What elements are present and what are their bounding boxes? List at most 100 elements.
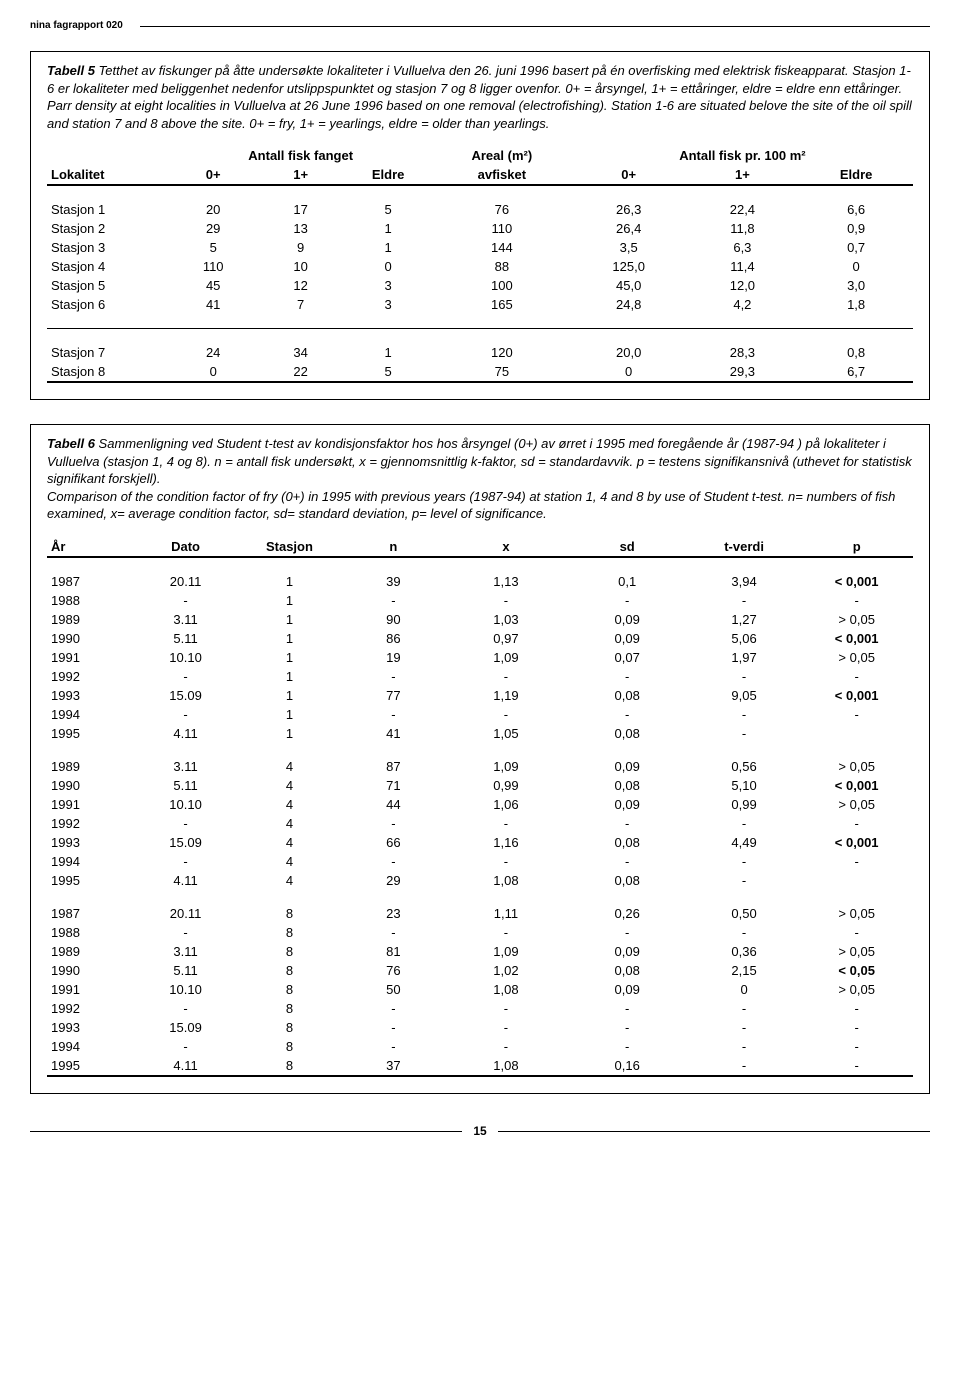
table-row: Stasjon 22913111026,411,80,9 (47, 219, 913, 238)
table-cell: 13 (257, 219, 344, 238)
table-cell: 1989 (47, 942, 134, 961)
table-cell: 10.10 (134, 648, 238, 667)
table-cell: - (688, 1037, 801, 1056)
table-cell: 0,08 (567, 724, 688, 743)
table-cell: 1 (238, 705, 342, 724)
table-row: 1994-8----- (47, 1037, 913, 1056)
table-cell: 0 (688, 980, 801, 999)
table-cell: 1987 (47, 572, 134, 591)
table-cell: - (341, 591, 445, 610)
table-cell: 29 (169, 219, 256, 238)
table-row: 1994-4----- (47, 852, 913, 871)
table-cell: > 0,05 (800, 942, 913, 961)
table-cell: 4.11 (134, 871, 238, 890)
table-cell: 11,4 (686, 257, 800, 276)
table-cell: - (800, 852, 913, 871)
table5-group-header-row: Antall fisk fanget Areal (m²) Antall fis… (47, 146, 913, 165)
table-row: Stasjon 1201757626,322,46,6 (47, 200, 913, 219)
table5-caption-strong: Tabell 5 (47, 63, 95, 78)
table-cell: - (134, 814, 238, 833)
table-row: 199315.098----- (47, 1018, 913, 1037)
table6-caption-en: Comparison of the condition factor of fr… (47, 489, 895, 522)
table-cell: 120 (432, 343, 572, 362)
table6-col-header: Dato (134, 537, 238, 557)
table-cell: 110 (169, 257, 256, 276)
table-cell: 1993 (47, 1018, 134, 1037)
table5-caption-en: Parr density at eight localities in Vull… (47, 98, 912, 131)
table-cell: Stasjon 2 (47, 219, 169, 238)
table-cell: - (688, 667, 801, 686)
table-cell: - (341, 999, 445, 1018)
table-cell: 26,4 (572, 219, 686, 238)
table6-col-header: sd (567, 537, 688, 557)
table-cell: - (445, 591, 566, 610)
table-cell: 0,16 (567, 1056, 688, 1076)
table-cell: 2,15 (688, 961, 801, 980)
table-cell: 1992 (47, 999, 134, 1018)
table-cell: - (567, 667, 688, 686)
table-cell: 1 (238, 686, 342, 705)
table-cell: - (567, 1018, 688, 1037)
table6-caption: Tabell 6 Sammenligning ved Student t-tes… (47, 435, 913, 523)
table-cell: 10.10 (134, 795, 238, 814)
table-cell: 1991 (47, 795, 134, 814)
table-cell: 71 (341, 776, 445, 795)
table-cell: - (800, 1018, 913, 1037)
table-cell: 4.11 (134, 724, 238, 743)
table-cell: 1,02 (445, 961, 566, 980)
table-cell: - (688, 1018, 801, 1037)
table-cell: 81 (341, 942, 445, 961)
table5-col-header: 1+ (686, 165, 800, 185)
table-cell: - (445, 705, 566, 724)
table-cell: 0,08 (567, 686, 688, 705)
table-cell: - (688, 871, 801, 890)
table-cell: - (688, 1056, 801, 1076)
table-row: 199315.091771,190,089,05< 0,001 (47, 686, 913, 705)
table6-col-header: Stasjon (238, 537, 342, 557)
table-cell: 0,56 (688, 757, 801, 776)
table-cell: - (134, 1037, 238, 1056)
table6-caption-rest: Sammenligning ved Student t-test av kond… (47, 436, 912, 486)
table-cell: 0,08 (567, 871, 688, 890)
table-cell: 3,5 (572, 238, 686, 257)
table-cell: 0,99 (688, 795, 801, 814)
table-cell: - (800, 1037, 913, 1056)
table-cell: 1,09 (445, 942, 566, 961)
table-cell: 20,0 (572, 343, 686, 362)
table-cell: - (134, 852, 238, 871)
table-cell: 1990 (47, 776, 134, 795)
table-row: 19893.114871,090,090,56> 0,05 (47, 757, 913, 776)
table-cell: 3 (344, 276, 431, 295)
table-cell: < 0,05 (800, 961, 913, 980)
table-cell: - (800, 999, 913, 1018)
table-cell: - (567, 1037, 688, 1056)
table-cell: 20.11 (134, 572, 238, 591)
table-cell: 1 (344, 238, 431, 257)
table-cell: - (688, 814, 801, 833)
table-cell: 4,49 (688, 833, 801, 852)
table-cell: Stasjon 3 (47, 238, 169, 257)
table-cell: 1,08 (445, 1056, 566, 1076)
table-cell: 1990 (47, 629, 134, 648)
table-cell: 3.11 (134, 610, 238, 629)
table-cell: - (800, 814, 913, 833)
table-row: Stasjon 35911443,56,30,7 (47, 238, 913, 257)
table-cell: 5 (344, 362, 431, 382)
table-cell: - (445, 999, 566, 1018)
table-row: 199110.104441,060,090,99> 0,05 (47, 795, 913, 814)
table-cell: 1,8 (799, 295, 913, 314)
table-cell: 1,13 (445, 572, 566, 591)
table6-caption-strong: Tabell 6 (47, 436, 95, 451)
table-cell: - (445, 814, 566, 833)
table5-group2: Areal (m²) (432, 146, 572, 165)
table5: Antall fisk fanget Areal (m²) Antall fis… (47, 146, 913, 383)
table-cell: < 0,001 (800, 572, 913, 591)
table5-group1: Antall fisk fanget (169, 146, 431, 165)
table-cell: 6,3 (686, 238, 800, 257)
table-cell: - (341, 1018, 445, 1037)
table-cell: - (688, 705, 801, 724)
table-cell: 45 (169, 276, 256, 295)
table-cell: 3,94 (688, 572, 801, 591)
table6-col-header: x (445, 537, 566, 557)
table-cell: - (134, 591, 238, 610)
